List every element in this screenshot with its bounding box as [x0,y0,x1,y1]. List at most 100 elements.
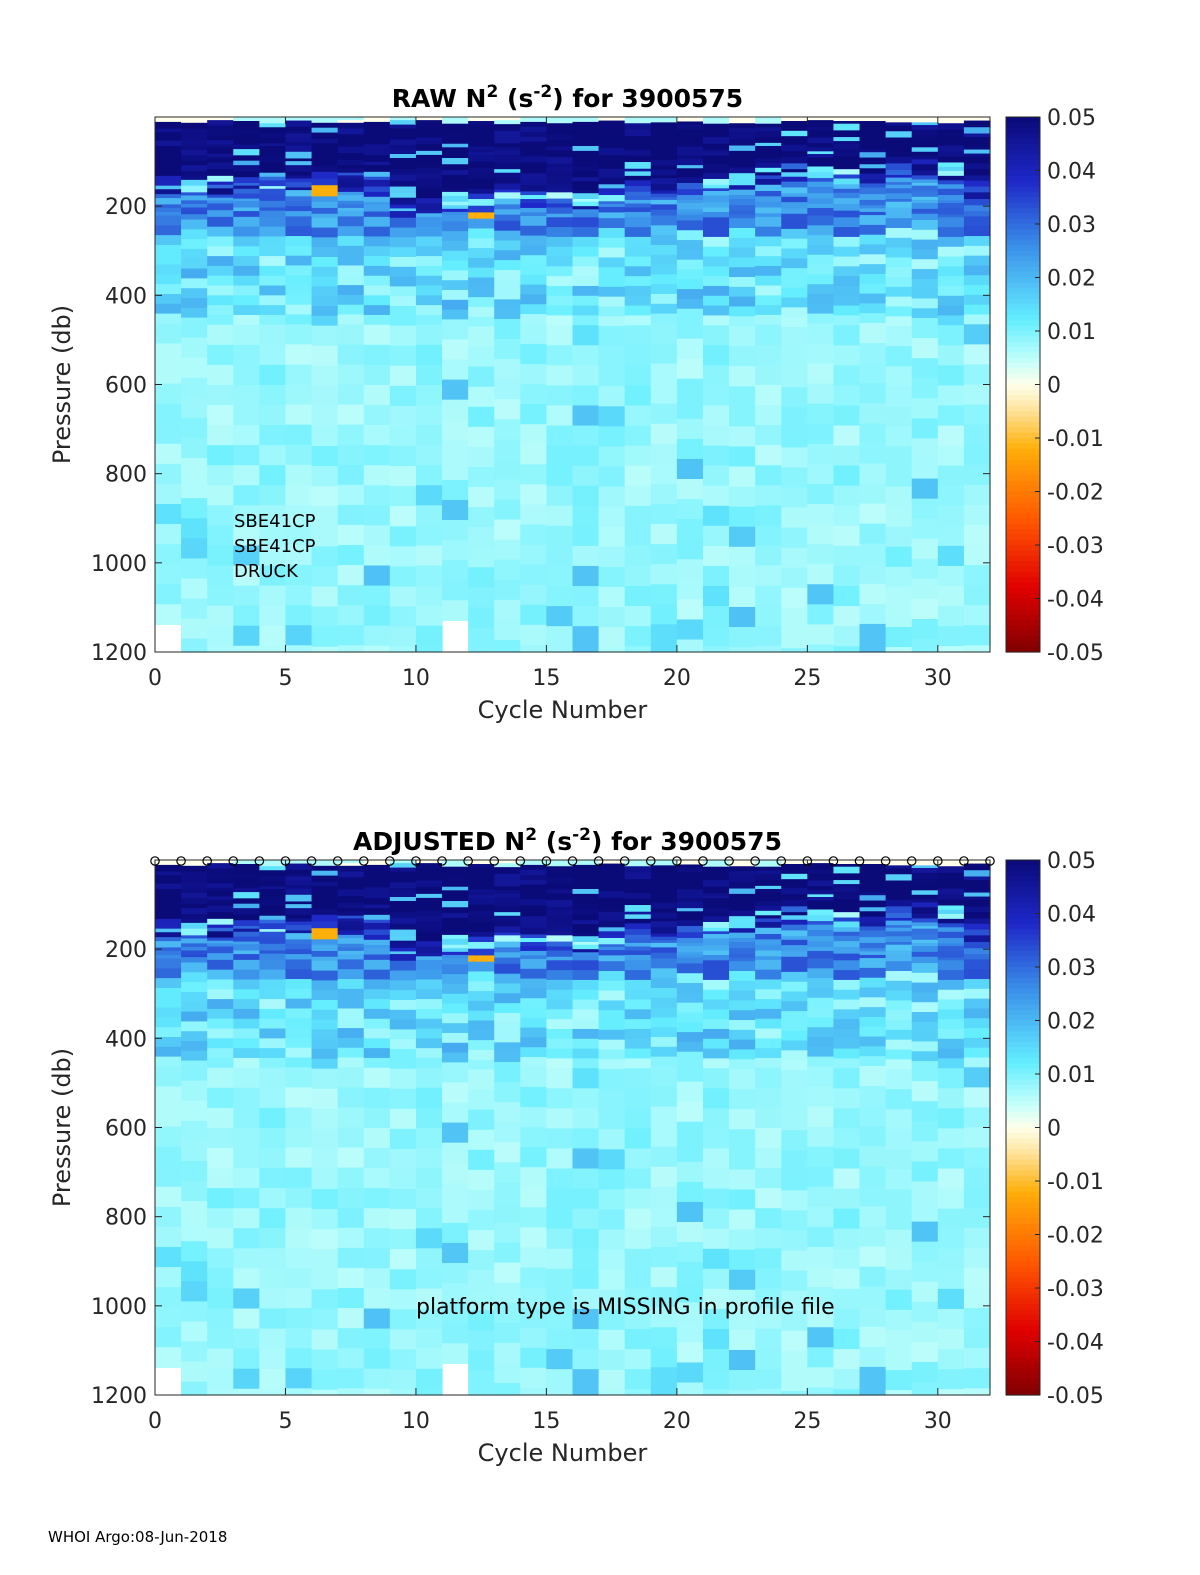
heatmap-cell [494,880,521,887]
heatmap-cell [963,1267,991,1289]
heatmap-cell [781,151,808,155]
heatmap-cell [624,191,652,197]
heatmap-cell [963,625,991,646]
heatmap-cell [363,324,391,346]
heatmap-cell [285,236,313,247]
heatmap-cell [494,920,521,928]
heatmap-cell [337,1368,365,1389]
heatmap-cell [702,158,730,165]
heatmap-cell [781,607,808,629]
heatmap-cell [598,129,626,136]
heatmap-cell [729,938,756,943]
heatmap-cell [468,149,495,153]
heatmap-cell [807,941,835,948]
heatmap-cell [572,1288,600,1310]
heatmap-cell [233,201,260,209]
heatmap-cell [885,386,913,407]
heatmap-cell [729,123,756,129]
heatmap-cell [833,970,861,981]
heatmap-cell [859,987,887,998]
heatmap-cell [311,227,339,238]
heatmap-cell [181,195,208,201]
colorbar-segment [1006,218,1040,225]
colorbar-segment [1006,389,1040,396]
heatmap-cell [415,903,443,908]
heatmap-cell [624,885,652,891]
heatmap-cell [598,316,626,327]
heatmap-cell [702,1068,730,1089]
heatmap-cell [650,165,678,171]
heatmap-cell [885,931,913,937]
colorbar-segment [1006,1052,1040,1059]
heatmap-cell [311,286,339,297]
heatmap-cell [650,902,678,910]
heatmap-cell [259,465,287,486]
heatmap-cell [181,1140,208,1162]
heatmap-cell [755,265,782,277]
heatmap-cell [702,921,730,929]
heatmap-cell [207,1087,234,1109]
heatmap-cell [442,138,469,145]
heatmap-cell [520,464,547,485]
heatmap-cell [233,125,260,131]
colorbar-segment [1006,309,1040,316]
colorbar-segment [1006,491,1040,498]
heatmap-cell [546,256,574,267]
heatmap-cell [363,887,391,895]
heatmap-cell [911,151,939,157]
heatmap-cell [494,1342,521,1364]
heatmap-cell [520,1037,547,1048]
heatmap-cell [572,236,600,248]
heatmap-cell [833,626,861,647]
heatmap-cell [155,918,182,923]
heatmap-cell [207,505,234,526]
heatmap-cell [729,899,756,905]
heatmap-cell [859,215,887,226]
heatmap-cell [468,898,495,906]
heatmap-cell [963,265,991,276]
heatmap-cell [337,871,365,878]
heatmap-cell [285,1057,313,1068]
heatmap-cell [833,1128,861,1150]
heatmap-cell [442,1162,469,1184]
heatmap-cell [755,918,782,923]
colorbar-segment [1006,870,1040,877]
heatmap-cell [676,338,704,360]
heatmap-cell [911,122,939,126]
heatmap-cell [598,218,626,229]
heatmap-cell [833,117,861,122]
heatmap-cell [859,977,887,989]
heatmap-cell [702,1349,730,1370]
heatmap-cell [676,889,704,894]
heatmap-cell [650,1267,678,1288]
heatmap-cell [807,936,835,940]
heatmap-cell [389,306,417,317]
heatmap-cell [259,645,287,653]
heatmap-cell [807,147,835,152]
heatmap-cell [494,1302,521,1324]
heatmap-cell [624,929,652,936]
heatmap-cell [833,485,861,507]
heatmap-cell [494,359,521,380]
heatmap-cell [781,154,808,158]
colorbar-segment [1006,512,1040,519]
heatmap-cell [468,915,495,924]
colorbar-segment [1006,598,1040,605]
heatmap-cell [233,285,260,296]
heatmap-cell [859,563,887,585]
heatmap-cell [885,326,913,347]
heatmap-cell [155,524,182,545]
heatmap-cell [755,1348,782,1370]
heatmap-cell [363,204,391,213]
colorbar-segment [1006,934,1040,941]
heatmap-cell [729,406,756,428]
heatmap-cell [781,1011,808,1022]
heatmap-cell [702,445,730,467]
heatmap-cell [781,117,808,122]
heatmap-cell [911,913,939,919]
heatmap-cell [702,236,730,248]
heatmap-cell [546,926,574,932]
colorbar-segment [1006,1282,1040,1289]
heatmap-cell [676,1012,704,1023]
heatmap-cell [181,120,208,124]
